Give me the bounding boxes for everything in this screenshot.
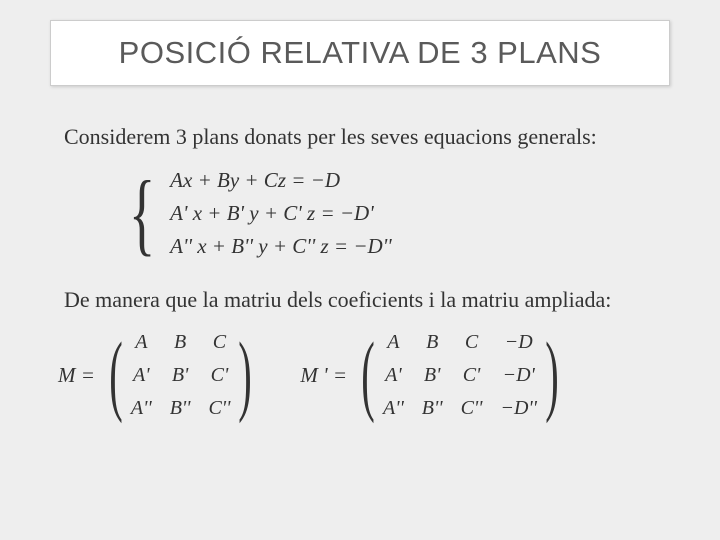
matrix-cell: C xyxy=(465,331,478,354)
matrix-Mprime-label: M ' = xyxy=(300,363,347,388)
slide: POSICIÓ RELATIVA DE 3 PLANS Considerem 3… xyxy=(0,0,720,540)
left-brace-icon: { xyxy=(129,177,156,251)
matrix-cell: B xyxy=(426,331,438,354)
equation-row: A' x + B' y + C' z = −D' xyxy=(170,201,392,226)
matrix-cell: −D xyxy=(505,331,533,354)
matrix-Mprime-grid: A B C −D A' B' C' −D' A'' B'' C'' −D'' xyxy=(383,331,537,420)
equation-system: { Ax + By + Cz = −D A' x + B' y + C' z =… xyxy=(50,168,670,259)
intro-text: Considerem 3 plans donats per les seves … xyxy=(50,124,670,150)
slide-title: POSICIÓ RELATIVA DE 3 PLANS xyxy=(69,35,651,71)
matrix-cell: C'' xyxy=(208,397,230,420)
matrix-cell: −D' xyxy=(503,364,535,387)
matrix-cell: B'' xyxy=(422,397,443,420)
matrix-cell: A xyxy=(387,331,399,354)
matrices-row: M = ( A B C A' B' C' A'' B'' C'' ) M ' =… xyxy=(50,331,670,420)
matrix-M-label: M = xyxy=(58,363,95,388)
matrix-cell: A'' xyxy=(131,397,152,420)
matrix-cell: A'' xyxy=(383,397,404,420)
second-text: De manera que la matriu dels coeficients… xyxy=(50,287,670,313)
matrix-cell: B' xyxy=(172,364,189,387)
matrix-cell: C' xyxy=(463,364,481,387)
matrix-cell: B'' xyxy=(170,397,191,420)
matrix-cell: A' xyxy=(133,364,150,387)
matrix-cell: A xyxy=(135,331,147,354)
matrix-cell: A' xyxy=(385,364,402,387)
matrix-cell: B xyxy=(174,331,186,354)
matrix-cell: −D'' xyxy=(500,397,537,420)
left-paren-icon: ( xyxy=(109,337,122,414)
left-paren-icon: ( xyxy=(361,337,374,414)
equation-row: Ax + By + Cz = −D xyxy=(170,168,392,193)
title-box: POSICIÓ RELATIVA DE 3 PLANS xyxy=(50,20,670,86)
matrix-cell: C' xyxy=(211,364,229,387)
matrix-cell: C xyxy=(213,331,226,354)
right-paren-icon: ) xyxy=(239,337,252,414)
matrix-M-grid: A B C A' B' C' A'' B'' C'' xyxy=(131,331,230,420)
matrix-cell: B' xyxy=(424,364,441,387)
right-paren-icon: ) xyxy=(545,337,558,414)
matrix-M-prime: M ' = ( A B C −D A' B' C' −D' A'' B'' C'… xyxy=(300,331,567,420)
equation-row: A'' x + B'' y + C'' z = −D'' xyxy=(170,234,392,259)
matrix-cell: C'' xyxy=(461,397,483,420)
matrix-M: M = ( A B C A' B' C' A'' B'' C'' ) xyxy=(58,331,260,420)
